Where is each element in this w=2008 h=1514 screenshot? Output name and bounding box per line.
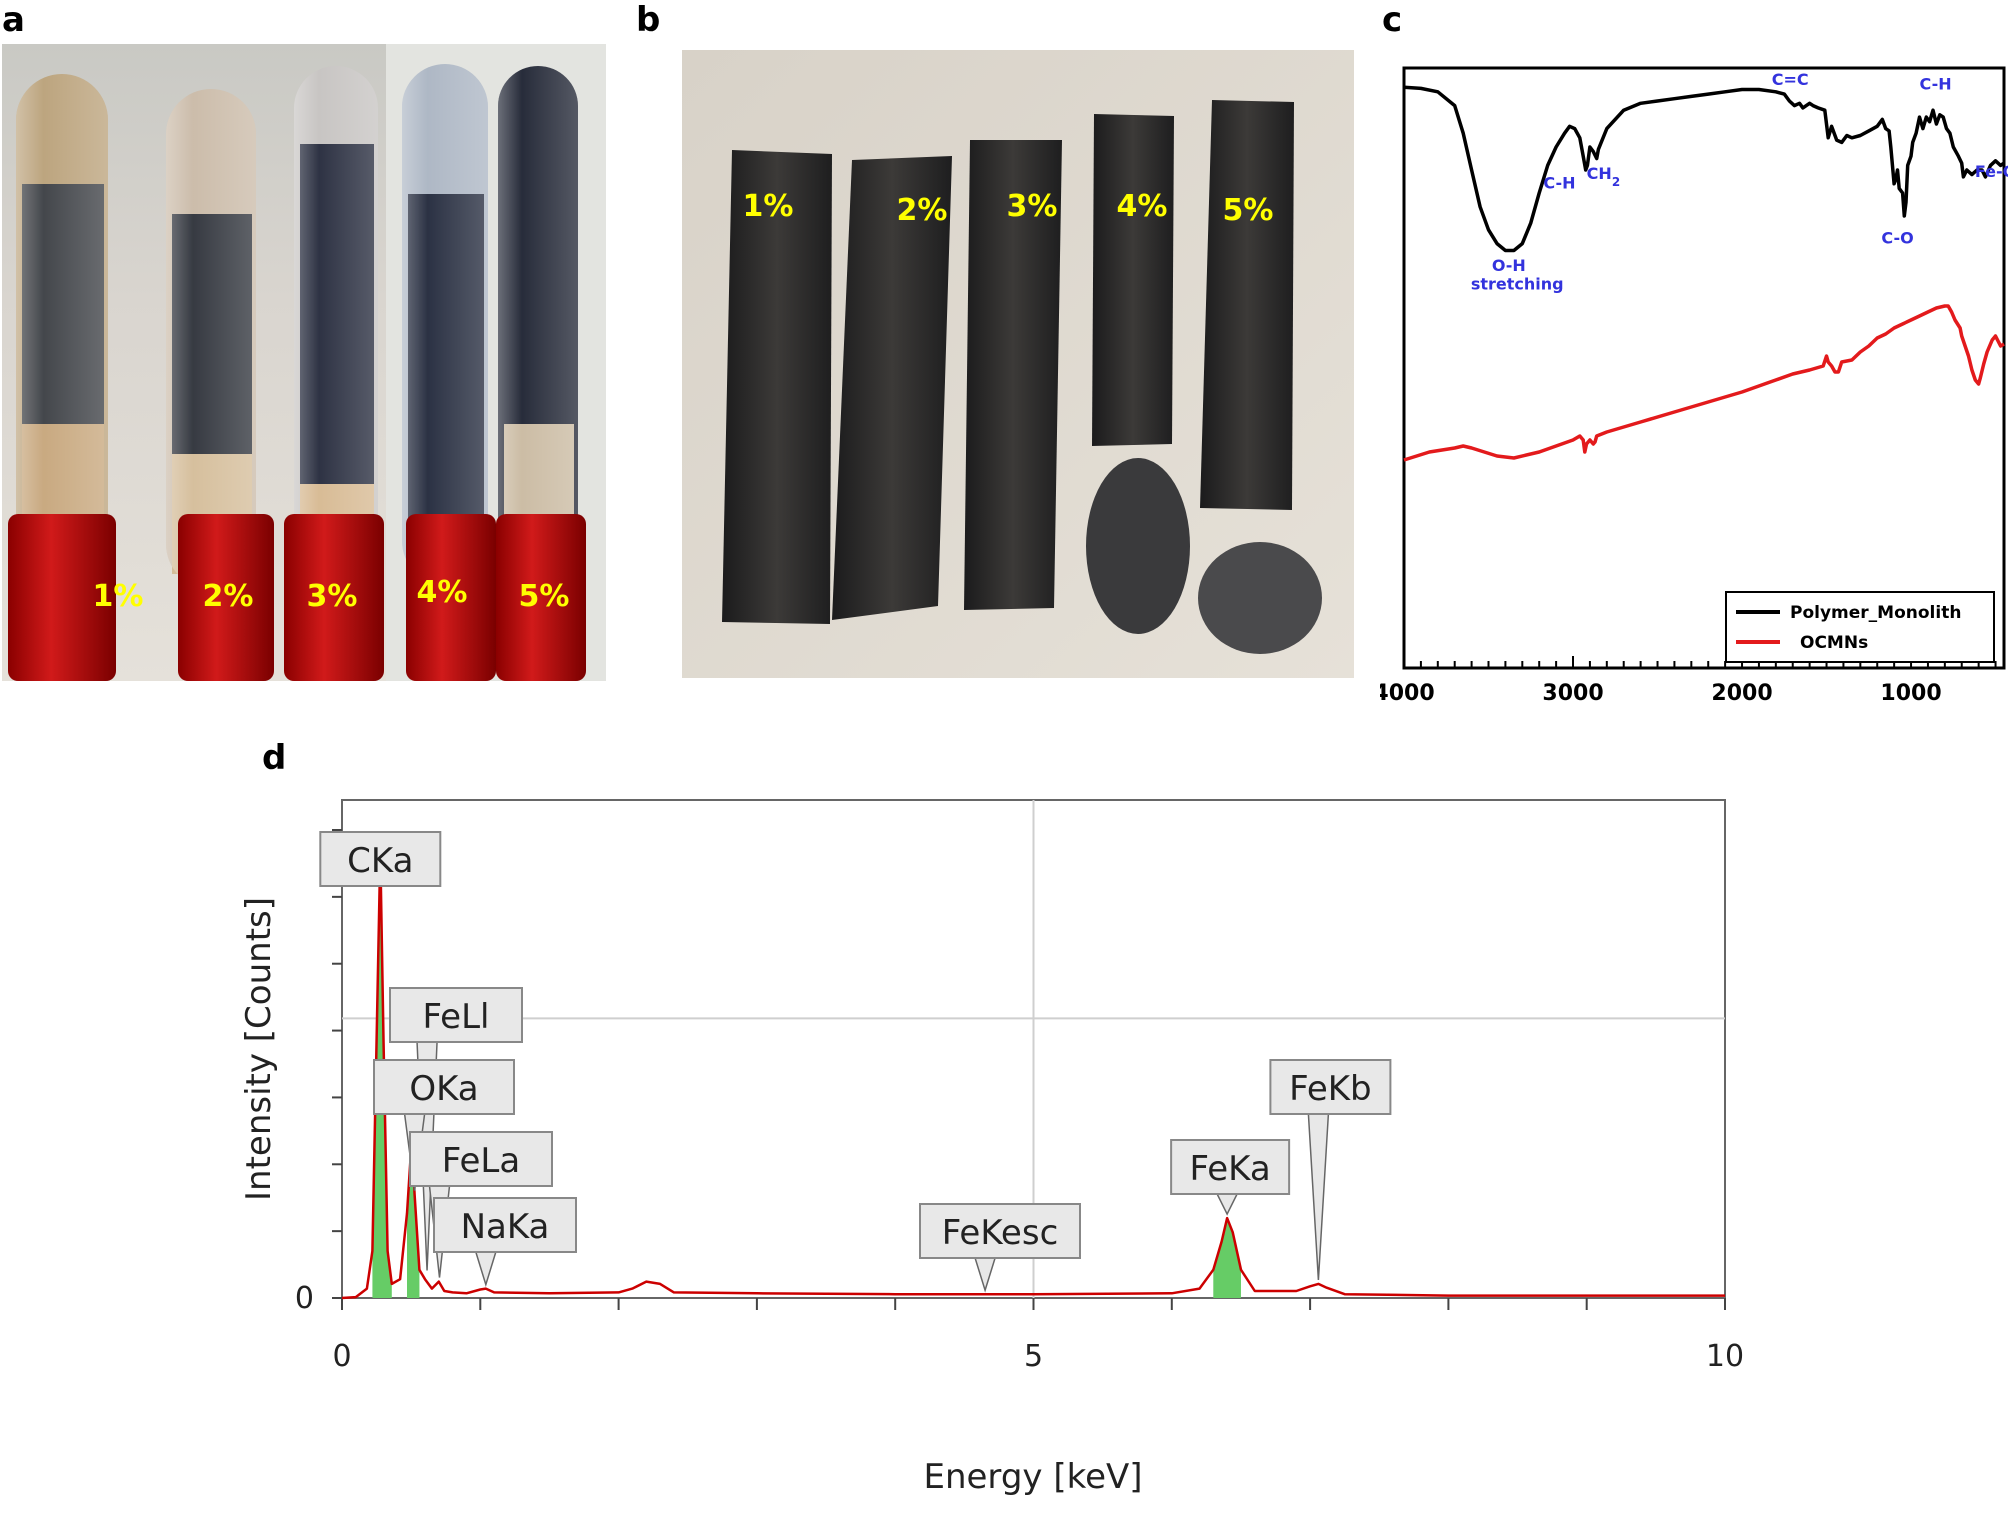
ftir-legend-label-black: Polymer_Monolith xyxy=(1790,603,1961,623)
ftir-x-tick-label: 2000 xyxy=(1711,681,1772,706)
eds-peak-fill xyxy=(1213,1218,1241,1298)
rod-label-3: 3% xyxy=(1007,189,1058,224)
ftir-plot-frame xyxy=(1402,66,2006,670)
svg-text:FeLl: FeLl xyxy=(422,997,489,1037)
eds-peak-label-feka: FeKa xyxy=(1170,1139,1291,1216)
test-tubes-image: 1% 2% 3% 4% 5% xyxy=(2,44,606,681)
eds-x-tick-label: 0 xyxy=(332,1339,351,1374)
ftir-annotation: C=C xyxy=(1772,70,1809,89)
ftir-series-polymer-monolith xyxy=(1403,85,2005,253)
eds-peak-label-fekesc: FeKesc xyxy=(919,1203,1081,1293)
eds-x-axis-label: Energy [keV] xyxy=(923,1457,1142,1497)
monolith-rods-image: 1% 2% 3% 4% 5% xyxy=(682,50,1354,678)
tube-label-2: 2% xyxy=(203,579,254,614)
ftir-legend-box xyxy=(1725,591,1995,663)
rod-label-5: 5% xyxy=(1223,193,1274,228)
ftir-annotation: stretching xyxy=(1471,275,1564,294)
ftir-legend: Polymer_Monolith OCMNs xyxy=(1725,591,1995,663)
rod-label-1: 1% xyxy=(743,189,794,224)
panel-label-c: c xyxy=(1382,0,1403,40)
svg-text:FeKa: FeKa xyxy=(1190,1149,1271,1189)
eds-x-tick-label: 10 xyxy=(1706,1339,1744,1374)
tube-label-4: 4% xyxy=(417,575,468,610)
svg-text:OKa: OKa xyxy=(409,1069,478,1109)
tube-3 xyxy=(284,66,384,681)
eds-chart: 0 5 10 0 CKa FeLl OKa FeLa NaKa FeKesc FeKa FeKb E… xyxy=(239,799,1744,1497)
ftir-x-tick-label: 3000 xyxy=(1542,681,1603,706)
eds-peak-label-naka: NaKa xyxy=(433,1197,577,1288)
rod-3 xyxy=(964,140,1062,610)
eds-y-axis-label: Intensity [Counts] xyxy=(239,897,279,1201)
tube-1 xyxy=(8,74,116,681)
panel-label-a: a xyxy=(2,0,25,40)
tube-2 xyxy=(166,89,274,681)
svg-text:FeLa: FeLa xyxy=(442,1141,520,1181)
eds-peak-label-cka: CKa xyxy=(319,831,442,887)
rod-5-tip xyxy=(1198,542,1322,654)
svg-text:NaKa: NaKa xyxy=(461,1207,550,1247)
eds-spectrum-line xyxy=(341,850,1725,1300)
eds-peak-label-oka: OKa xyxy=(373,1059,515,1191)
svg-text:CKa: CKa xyxy=(347,841,413,881)
panel-label-d: d xyxy=(262,738,287,778)
tube-5 xyxy=(496,66,586,681)
rod-5 xyxy=(1200,100,1294,510)
ftir-annotation: O-H xyxy=(1492,256,1526,275)
panel-label-b: b xyxy=(636,0,661,40)
tube-label-5: 5% xyxy=(519,579,570,614)
rod-label-2: 2% xyxy=(897,193,948,228)
rod-1 xyxy=(722,150,832,624)
ftir-annotation: C-H xyxy=(1919,75,1951,94)
ftir-annotation: Fe-O xyxy=(1975,162,2008,181)
rod-4-tip xyxy=(1086,458,1190,634)
ftir-x-tick-label: 1000 xyxy=(1880,681,1941,706)
monolith-rods-photo: 1% 2% 3% 4% 5% xyxy=(682,50,1354,678)
ftir-x-tick-label: 4000 xyxy=(1380,681,1435,706)
rod-2 xyxy=(832,156,952,620)
ftir-annotation: C-O xyxy=(1881,229,1913,248)
tube-4 xyxy=(402,64,496,681)
svg-text:FeKb: FeKb xyxy=(1289,1069,1372,1109)
ftir-series-ocmns xyxy=(1403,304,2005,462)
svg-text:FeKesc: FeKesc xyxy=(942,1213,1059,1253)
eds-peak-label-fekb: FeKb xyxy=(1269,1059,1392,1280)
ftir-legend-label-red: OCMNs xyxy=(1800,633,1868,653)
tube-label-1: 1% xyxy=(93,579,144,614)
eds-y-tick-label: 0 xyxy=(295,1281,314,1316)
ftir-annotation: C-H xyxy=(1543,173,1575,192)
eds-x-tick-label: 5 xyxy=(1024,1339,1043,1374)
test-tubes-photo: 1% 2% 3% 4% 5% xyxy=(2,44,606,681)
rod-4 xyxy=(1092,114,1174,446)
tube-label-3: 3% xyxy=(307,579,358,614)
rod-label-4: 4% xyxy=(1117,189,1168,224)
